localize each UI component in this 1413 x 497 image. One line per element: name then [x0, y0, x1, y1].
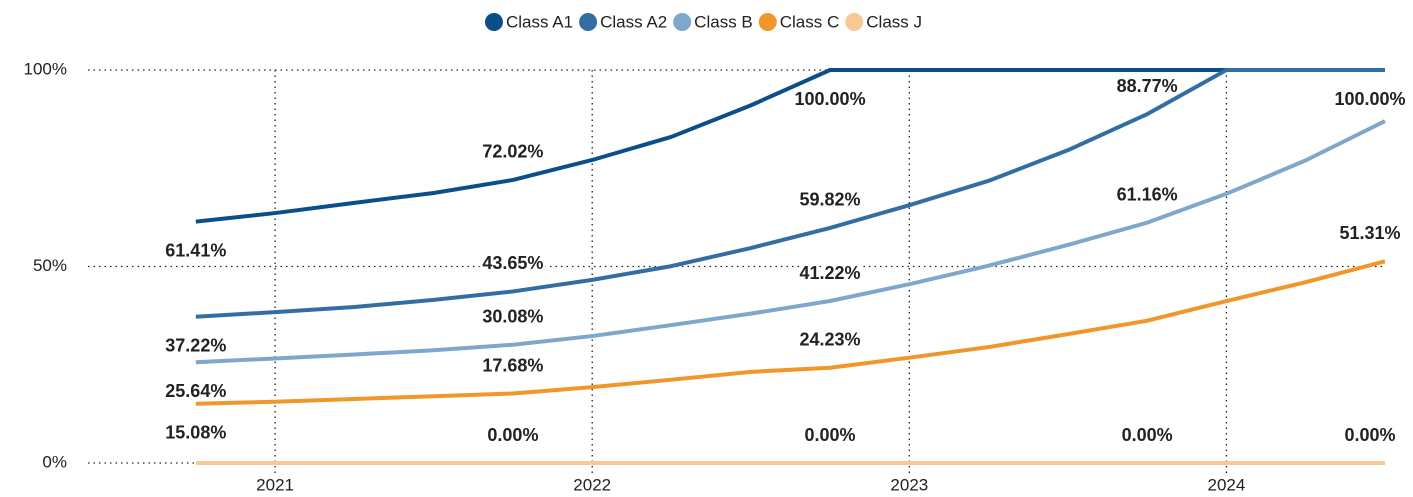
data-label: 61.41% [165, 240, 226, 260]
data-label: 88.77% [1117, 76, 1178, 96]
legend-marker [758, 13, 777, 31]
legend-label: Class A1 [506, 12, 573, 31]
legend-label: Class B [694, 12, 753, 31]
line [195, 68, 1385, 319]
x-tick-label: 2023 [890, 475, 928, 494]
data-label: 0.00% [1122, 425, 1173, 445]
line [195, 259, 1386, 406]
legend-label: Class J [866, 12, 922, 31]
line [195, 119, 1386, 365]
data-label: 41.22% [800, 263, 861, 283]
legend-label: Class A2 [600, 12, 667, 31]
data-label: 100.00% [1334, 89, 1405, 109]
x-tick-label: 2024 [1208, 475, 1246, 494]
legend-marker [484, 13, 503, 31]
data-label: 0.00% [805, 425, 856, 445]
data-label: 37.22% [165, 335, 226, 355]
data-label: 51.31% [1339, 223, 1400, 243]
y-tick-label: 50% [33, 256, 67, 275]
legend-marker [673, 13, 692, 31]
legend-label: Class C [780, 12, 840, 31]
data-label: 72.02% [482, 142, 543, 162]
x-tick-label: 2022 [573, 475, 611, 494]
legend: Class A1 Class A2 Class B Class C Class J [484, 12, 922, 31]
data-label: 17.68% [482, 355, 543, 375]
data-label: 24.23% [800, 330, 861, 350]
x-tick-label: 2021 [256, 475, 294, 494]
data-label: 0.00% [487, 425, 538, 445]
data-label: 15.08% [165, 422, 226, 442]
legend-marker [579, 13, 598, 31]
data-label: 0.00% [1344, 425, 1395, 445]
legend-marker [845, 13, 864, 31]
data-label: 30.08% [482, 307, 543, 327]
y-tick-label: 0% [42, 452, 67, 471]
data-label: 25.64% [165, 381, 226, 401]
data-label: 43.65% [482, 253, 543, 273]
y-tick-label: 100% [24, 59, 67, 78]
line [195, 68, 1385, 224]
data-label: 59.82% [800, 190, 861, 210]
data-label: 100.00% [795, 89, 866, 109]
data-label: 61.16% [1117, 184, 1178, 204]
